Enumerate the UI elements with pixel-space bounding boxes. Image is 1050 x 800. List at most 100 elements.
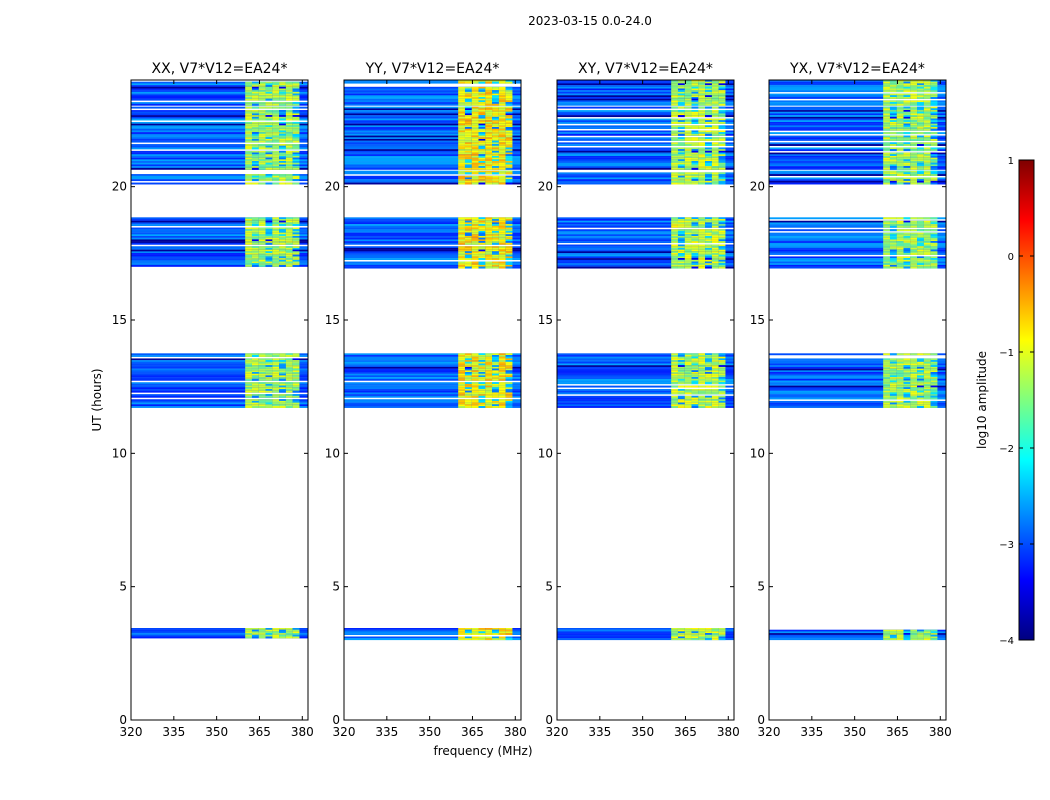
rfi-cell xyxy=(698,370,706,373)
rfi-cell xyxy=(691,138,699,141)
rfi-cell xyxy=(492,227,499,230)
rfi-cell xyxy=(464,170,472,173)
rfi-cell xyxy=(251,251,259,254)
rfi-cell xyxy=(698,81,706,84)
heatmap-row xyxy=(131,182,308,185)
rfi-cell xyxy=(272,370,280,373)
rfi-cell xyxy=(292,166,300,169)
rfi-cell xyxy=(923,120,931,123)
rfi-cell xyxy=(492,93,499,96)
rfi-cell xyxy=(896,404,904,407)
rfi-cell xyxy=(245,363,252,366)
rfi-cell xyxy=(458,130,465,133)
rfi-cell xyxy=(718,179,726,182)
rfi-cell xyxy=(883,631,890,634)
rfi-cell xyxy=(458,103,465,106)
rfi-cell xyxy=(883,103,890,106)
rfi-cell xyxy=(285,83,293,86)
heatmap-row xyxy=(344,225,521,228)
heatmap-row xyxy=(344,358,521,361)
rfi-cell xyxy=(698,172,706,175)
rfi-cell xyxy=(251,363,259,366)
heatmap-row xyxy=(344,135,521,138)
heatmap-row xyxy=(557,179,734,182)
rfi-cell xyxy=(883,358,890,361)
rfi-cell xyxy=(485,237,493,240)
rfi-cell xyxy=(245,177,252,180)
rfi-cell xyxy=(492,387,499,390)
heatmap-row xyxy=(557,127,734,129)
rfi-cell xyxy=(910,121,918,124)
rfi-cell xyxy=(896,236,904,238)
rfi-cell xyxy=(478,382,486,385)
rfi-cell xyxy=(251,150,259,153)
rfi-cell xyxy=(889,239,897,242)
heatmap-row xyxy=(557,363,734,366)
rfi-cell xyxy=(705,120,712,123)
rfi-cell xyxy=(279,177,286,180)
rfi-cell xyxy=(903,237,911,240)
rfi-cell xyxy=(245,118,252,121)
rfi-cell xyxy=(923,88,931,91)
rfi-cell xyxy=(265,88,273,91)
rfi-cell xyxy=(492,373,499,376)
rfi-cell xyxy=(698,152,706,155)
rfi-cell xyxy=(458,264,465,267)
rfi-cell xyxy=(505,353,513,356)
rfi-cell xyxy=(292,111,300,114)
rfi-cell xyxy=(292,135,300,138)
rfi-cell xyxy=(930,220,938,223)
rfi-cell xyxy=(464,142,472,145)
rfi-cell xyxy=(292,373,300,376)
rfi-cell xyxy=(492,164,499,167)
rfi-cell xyxy=(292,263,300,266)
rfi-cell xyxy=(464,263,472,266)
rfi-cell xyxy=(478,263,486,266)
rfi-cell xyxy=(471,149,479,152)
rfi-cell xyxy=(930,229,938,232)
rfi-cell xyxy=(711,382,719,385)
rfi-cell xyxy=(684,256,692,259)
rfi-cell xyxy=(711,239,719,242)
rfi-cell xyxy=(279,353,286,356)
rfi-cell xyxy=(711,365,719,368)
rfi-cell xyxy=(485,95,493,98)
rfi-cell xyxy=(251,222,259,225)
rfi-cell xyxy=(705,631,712,634)
rfi-cell xyxy=(485,372,493,374)
axes-frame-1 xyxy=(343,79,522,721)
rfi-cell xyxy=(677,246,685,249)
rfi-cell xyxy=(923,97,931,99)
rfi-cell xyxy=(698,246,706,249)
rfi-cell xyxy=(279,242,286,245)
rfi-cell xyxy=(505,256,513,259)
rfi-cell xyxy=(478,370,486,373)
rfi-cell xyxy=(279,155,286,158)
rfi-cell xyxy=(272,247,280,250)
rfi-cell xyxy=(245,378,252,381)
rfi-cell xyxy=(492,113,499,116)
rfi-cell xyxy=(485,247,493,250)
rfi-cell xyxy=(258,253,266,255)
rfi-cell xyxy=(691,244,699,247)
rfi-cell xyxy=(251,227,259,230)
rfi-cell xyxy=(464,81,472,84)
rfi-cell xyxy=(272,90,280,93)
rfi-cell xyxy=(258,219,266,221)
rfi-cell xyxy=(910,164,918,167)
rfi-cell xyxy=(923,118,931,121)
rfi-cell xyxy=(505,383,513,386)
heatmap-row xyxy=(131,128,308,131)
rfi-cell xyxy=(492,138,499,141)
rfi-cell xyxy=(285,247,293,250)
rfi-cell xyxy=(505,400,513,403)
rfi-cell xyxy=(458,225,465,228)
rfi-cell xyxy=(684,172,692,175)
heatmap-row xyxy=(131,219,308,221)
rfi-cell xyxy=(464,103,472,106)
rfi-cell xyxy=(910,395,918,398)
rfi-cell xyxy=(691,390,699,393)
rfi-cell xyxy=(272,103,280,106)
heatmap-row xyxy=(557,390,734,393)
rfi-cell xyxy=(258,395,266,398)
